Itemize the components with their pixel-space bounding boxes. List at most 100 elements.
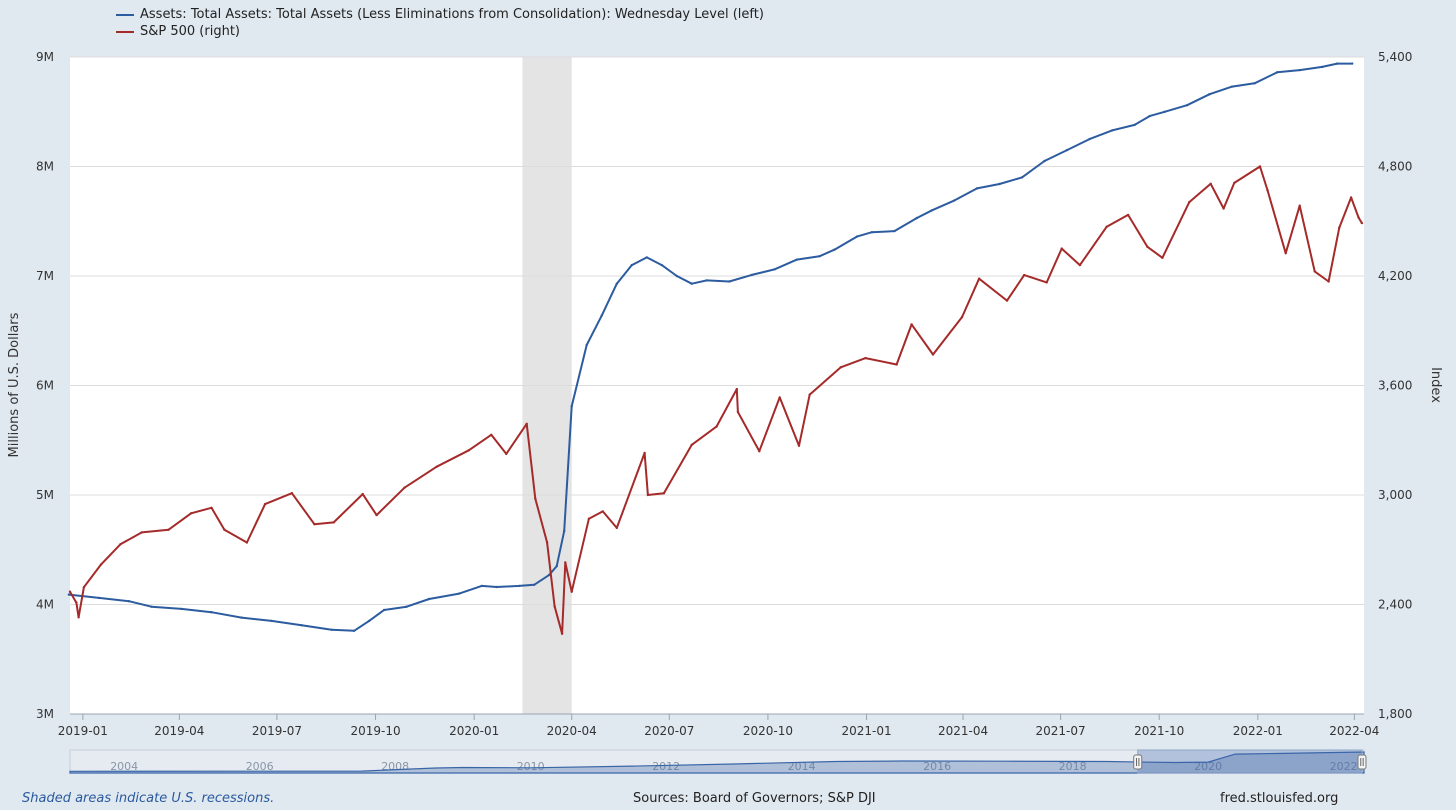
sp500-data-point	[1209, 182, 1212, 185]
sp500-data-point	[263, 502, 267, 506]
assets-data-point	[563, 529, 566, 533]
navigator-year-label: 2006	[246, 760, 274, 773]
sp500-data-point	[553, 605, 556, 608]
legend-item-assets[interactable]: Assets: Total Assets: Total Assets (Less…	[116, 7, 764, 22]
sp500-data-point	[778, 396, 781, 399]
sp500-data-point	[560, 632, 564, 635]
assets-data-point	[615, 282, 618, 285]
legend-label-sp500: S&P 500 (right)	[140, 24, 240, 39]
sp500-data-point	[864, 356, 867, 360]
x-tick-label: 2021-10	[1134, 724, 1184, 738]
sp500-data-point	[77, 616, 80, 619]
sp500-data-point	[375, 513, 378, 517]
sp500-data-point	[290, 492, 294, 495]
navigator-selection[interactable]	[1137, 749, 1363, 774]
navigator-year-label: 2022	[1330, 760, 1358, 773]
sp500-data-point	[1338, 226, 1341, 229]
sp500-data-point	[1298, 204, 1301, 207]
assets-data-point	[1163, 110, 1166, 114]
sp500-data-point	[808, 393, 811, 396]
sp500-data-point	[1188, 200, 1191, 204]
sp500-data-point	[564, 561, 567, 564]
assets-data-point	[1020, 176, 1024, 179]
sp500-data-point	[895, 363, 898, 366]
sp500-data-point	[167, 528, 170, 531]
x-tick-label: 2021-04	[938, 724, 988, 738]
y-left-tick-label: 7M	[36, 269, 54, 283]
assets-data-point	[705, 279, 708, 282]
sp500-data-point	[1078, 263, 1082, 267]
x-tick-label: 2020-07	[644, 724, 694, 738]
navigator-handle-right[interactable]	[1357, 754, 1367, 770]
assets-data-point	[630, 263, 633, 267]
sp500-data-point	[1146, 245, 1149, 248]
assets-data-point	[352, 629, 356, 632]
y-left-tick-label: 5M	[36, 488, 54, 502]
assets-data-point	[1336, 62, 1339, 65]
assets-data-point	[818, 255, 821, 258]
y-axis-right-ticks: 1,800 2,400 3,000 3,600 4,200 4,800 5,400	[1378, 50, 1412, 721]
assets-data-point	[330, 628, 333, 631]
y-left-tick-label: 4M	[36, 598, 54, 612]
assets-data-point	[300, 624, 303, 627]
assets-data-point	[427, 597, 431, 601]
legend-item-sp500[interactable]: S&P 500 (right)	[116, 24, 240, 39]
x-tick-label: 2020-01	[449, 724, 499, 738]
assets-data-point	[675, 274, 678, 278]
sp500-data-point	[189, 512, 193, 515]
assets-data-point	[1230, 85, 1234, 88]
x-axis-ticks: 2019-01 2019-04 2019-07 2019-10 2020-01 2020-…	[58, 713, 1379, 738]
sp500-data-point	[545, 541, 549, 544]
assets-data-point	[1208, 93, 1211, 96]
y-right-tick-label: 5,400	[1378, 50, 1412, 64]
x-tick-label: 2019-01	[58, 724, 108, 738]
recession-note: Shaded areas indicate U.S. recessions.	[22, 791, 275, 806]
sp500-data-point	[435, 465, 438, 468]
sp500-data-point	[839, 366, 842, 369]
sources-text: Sources: Board of Governors; S&P DJI	[633, 791, 876, 806]
y-right-tick-label: 4,200	[1378, 269, 1412, 283]
assets-data-point	[240, 616, 243, 619]
series-lines	[67, 62, 1364, 635]
navigator-series	[69, 751, 1365, 774]
assets-data-point	[600, 314, 603, 317]
sp500-data-point	[797, 444, 801, 447]
sp500-data-point	[332, 521, 335, 524]
sp500-data-point	[1105, 225, 1108, 228]
y-axis-right-label: Index	[1428, 367, 1443, 403]
sp500-data-point	[601, 510, 604, 513]
sp500-data-point	[910, 323, 913, 326]
sp500-data-point	[534, 497, 537, 500]
assets-data-point	[367, 619, 371, 623]
sp500-data-point	[403, 486, 406, 489]
assets-data-point	[915, 216, 919, 220]
sp500-data-point	[931, 353, 935, 356]
sp500-data-point	[1060, 247, 1063, 250]
assets-data-point	[67, 593, 71, 596]
sp500-data-point	[313, 523, 316, 526]
assets-data-point	[893, 229, 896, 233]
assets-data-point	[728, 280, 731, 283]
assets-data-point	[1185, 104, 1189, 107]
sp500-data-point	[1266, 189, 1269, 192]
assets-data-point	[1043, 159, 1046, 163]
sp500-data-point	[68, 590, 72, 593]
assets-data-point	[750, 273, 753, 277]
legend-swatch-assets	[116, 13, 134, 16]
navigator[interactable]: 2004200620082010201220142016201820202022	[69, 749, 1367, 774]
assets-data-point	[150, 605, 153, 608]
sp500-data-point	[1313, 270, 1316, 273]
sp500-data-point	[99, 563, 103, 566]
navigator-year-label: 2020	[1194, 760, 1222, 773]
sp500-data-point	[587, 517, 591, 520]
navigator-year-label: 2004	[110, 760, 138, 773]
sp500-data-point	[570, 590, 573, 593]
site-link[interactable]: fred.stlouisfed.org	[1220, 791, 1339, 806]
assets-data-point	[1133, 123, 1136, 127]
assets-data-point	[458, 592, 461, 595]
x-tick-label: 2019-07	[252, 724, 302, 738]
sp500-data-point	[1022, 273, 1026, 277]
sp500-data-point	[643, 451, 646, 455]
sp500-data-point	[1258, 165, 1262, 168]
navigator-handle-left[interactable]	[1133, 754, 1143, 770]
